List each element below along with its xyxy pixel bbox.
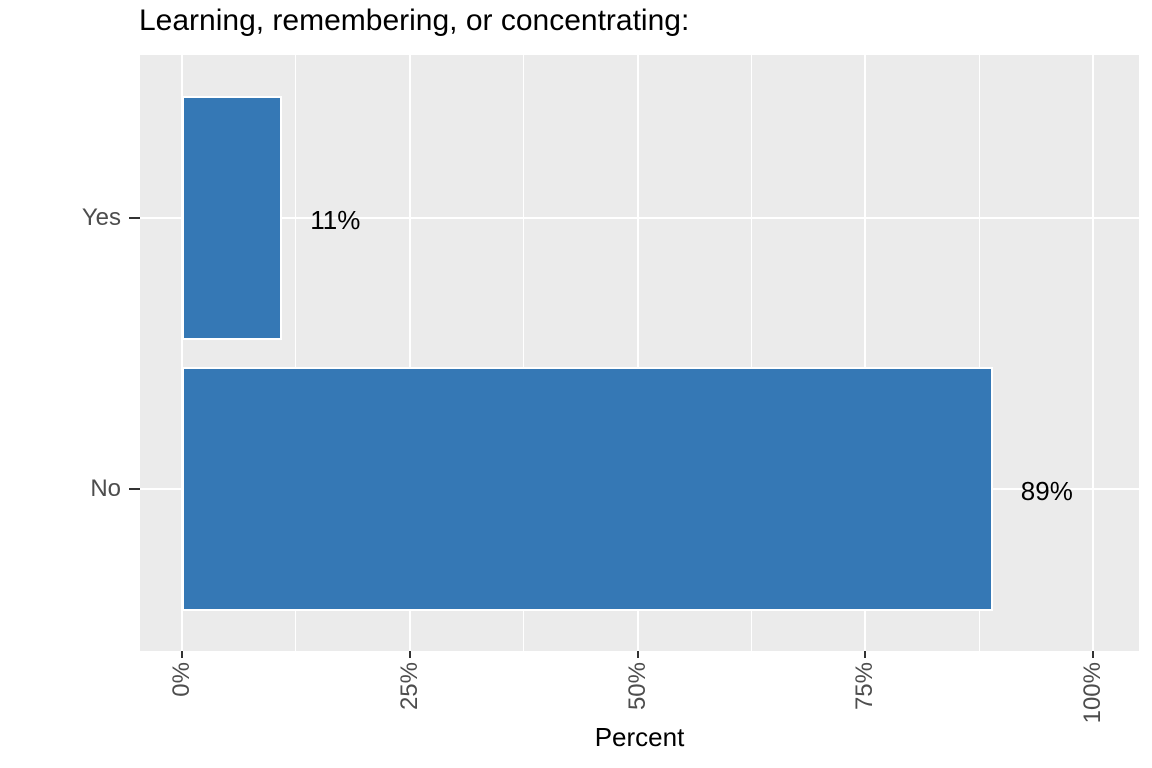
x-axis-title: Percent (594, 722, 685, 752)
gridline-minor (523, 55, 525, 651)
gridline-major (1092, 55, 1094, 651)
bar-value-label: 11% (310, 204, 361, 235)
y-tick-mark (129, 216, 140, 219)
x-tick-label: 50% (623, 662, 651, 711)
gridline-minor (295, 55, 297, 651)
gridline-major (181, 55, 183, 651)
x-tick-label: 75% (851, 662, 879, 711)
y-tick-mark (129, 487, 140, 490)
bar-yes (182, 95, 283, 340)
gridline-minor (750, 55, 752, 651)
gridline-major (408, 55, 411, 651)
gridline-major (636, 55, 639, 651)
x-tick-mark (408, 651, 411, 658)
y-tick-label-yes: Yes (81, 203, 121, 231)
x-tick-label: 0% (168, 662, 195, 697)
x-tick-mark (864, 651, 867, 658)
bar-no (182, 366, 993, 611)
plot-panel (140, 55, 1139, 651)
gridline-minor (978, 55, 980, 651)
x-tick-label: 25% (395, 662, 423, 711)
gridline-major (864, 55, 867, 651)
x-tick-mark (181, 651, 183, 658)
y-tick-label-no: No (90, 474, 121, 502)
chart-title: Learning, remembering, or concentrating: (139, 4, 690, 37)
bar-value-label: 89% (1020, 475, 1073, 506)
x-tick-label: 100% (1079, 662, 1106, 724)
x-tick-mark (1092, 651, 1094, 658)
gridline-major (140, 216, 1139, 219)
x-tick-mark (636, 651, 639, 658)
